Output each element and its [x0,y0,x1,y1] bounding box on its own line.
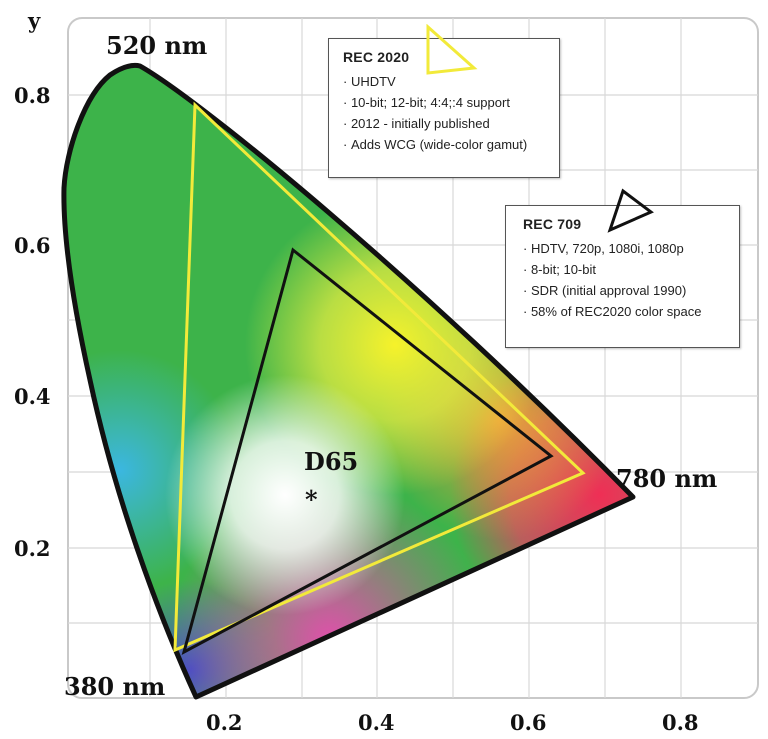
list-item: HDTV, 720p, 1080i, 1080p [523,238,739,259]
x-tick-0-6: 0.6 [510,710,547,735]
label-780nm: 780 nm [616,464,717,493]
list-item: 8-bit; 10-bit [523,259,739,280]
x-tick-0-2: 0.2 [206,710,243,735]
list-item: 58% of REC2020 color space [523,301,739,322]
list-item: Adds WCG (wide-color gamut) [343,134,559,155]
spectral-locus-outline [61,62,636,700]
y-tick-0-2: 0.2 [14,536,51,561]
label-380nm: 380 nm [64,672,165,701]
list-item: SDR (initial approval 1990) [523,280,739,301]
y-tick-0-4: 0.4 [14,384,51,409]
label-520nm: 520 nm [106,31,207,60]
y-tick-0-8: 0.8 [14,83,51,108]
y-tick-0-6: 0.6 [14,233,51,258]
list-item: UHDTV [343,71,559,92]
rec709-info-box: REC 709 HDTV, 720p, 1080i, 1080p 8-bit; … [505,205,740,348]
rec2020-gamut-triangle [173,101,586,653]
triangle-outline-yellow-icon [426,24,478,75]
x-tick-0-8: 0.8 [662,710,699,735]
rec2020-list: UHDTV 10-bit; 12-bit; 4:4;:4 support 201… [343,71,559,155]
y-axis-label: y [27,8,41,33]
d65-label: D65 [304,447,358,476]
d65-marker: * [305,485,318,514]
x-tick-0-4: 0.4 [358,710,395,735]
triangle-outline-black-icon [607,188,654,233]
rec709-list: HDTV, 720p, 1080i, 1080p 8-bit; 10-bit S… [523,238,739,322]
rec2020-title: REC 2020 [343,49,410,65]
rec2020-info-box: REC 2020 UHDTV 10-bit; 12-bit; 4:4;:4 su… [328,38,560,178]
list-item: 2012 - initially published [343,113,559,134]
list-item: 10-bit; 12-bit; 4:4;:4 support [343,92,559,113]
rec709-title: REC 709 [523,216,582,232]
rec709-gamut-triangle [181,247,554,655]
